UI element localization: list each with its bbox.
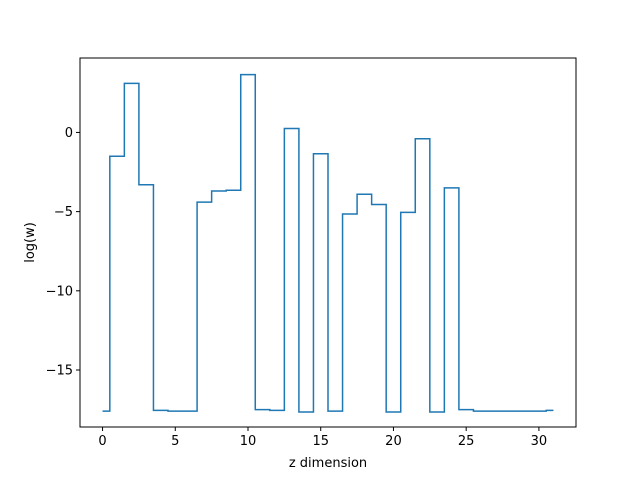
y-axis-label: log(w) [23,222,38,263]
x-axis-label: z dimension [289,456,367,471]
y-tick-label: 0 [65,126,73,141]
plot-area [102,73,554,413]
x-tick-label: 30 [531,434,548,449]
y-tick-label: −10 [46,284,73,299]
x-axis: 0 5 10 15 20 25 30 [98,427,547,449]
x-tick-label: 10 [240,434,257,449]
x-tick-label: 20 [385,434,402,449]
plot-frame [79,57,577,428]
x-tick-label: 25 [458,434,475,449]
x-tick-label: 5 [171,434,179,449]
y-tick-label: −15 [46,363,73,378]
series-line-0 [102,73,554,413]
x-tick-label: 0 [98,434,106,449]
y-tick-label: −5 [54,205,73,220]
x-tick-label: 15 [312,434,329,449]
y-axis: −15 −10 −5 0 [46,126,80,378]
